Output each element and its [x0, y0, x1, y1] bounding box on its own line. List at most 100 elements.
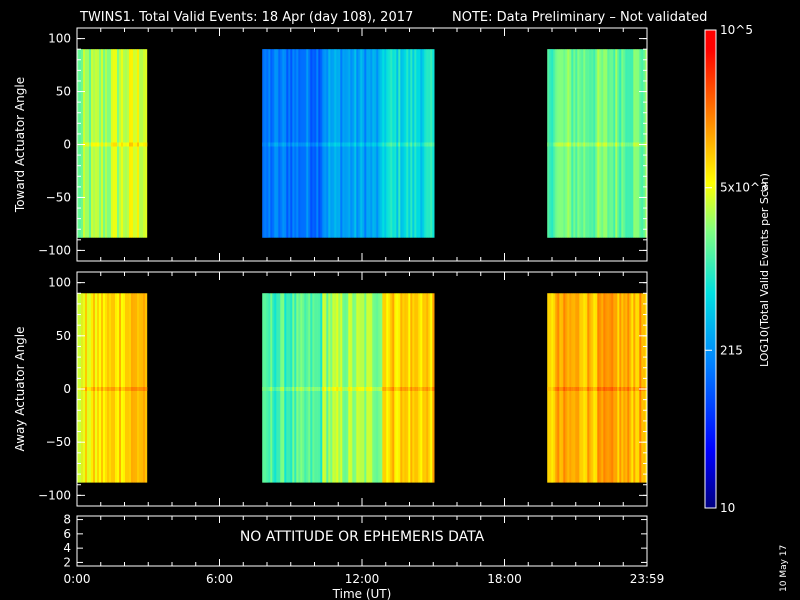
heatmap-midline [430, 387, 433, 391]
heatmap-midline [396, 387, 399, 391]
heatmap-midline [637, 142, 640, 147]
heatmap-midline [356, 142, 359, 147]
heatmap-midline [386, 387, 389, 391]
y-tick-label: 0 [63, 382, 71, 396]
heatmap-midline [426, 142, 429, 147]
heatmap-midline [617, 387, 620, 391]
heatmap-midline [424, 387, 427, 391]
heatmap-midline [410, 387, 413, 391]
heatmap-midline [97, 142, 100, 147]
heatmap-midline [352, 142, 355, 147]
heatmap-midline [336, 142, 339, 147]
heatmap-midline [619, 142, 622, 147]
heatmap-midline [595, 142, 598, 147]
heatmap-midline [312, 142, 315, 147]
heatmap-midline [418, 387, 421, 391]
heatmap-midline [382, 142, 385, 147]
heatmap-midline [617, 142, 620, 147]
heatmap-midline [400, 387, 403, 391]
no-data-message: NO ATTITUDE OR EPHEMERIS DATA [240, 529, 485, 545]
heatmap-midline [268, 387, 271, 391]
heatmap-midline [567, 142, 570, 147]
heatmap-midline [127, 142, 130, 147]
heatmap-midline [587, 142, 590, 147]
heatmap-midline [428, 142, 431, 147]
heatmap-midline [378, 142, 381, 147]
heatmap-midline [296, 142, 299, 147]
y-tick-label: −50 [46, 435, 71, 449]
heatmap-midline [135, 387, 138, 391]
heatmap-midline [400, 142, 403, 147]
heatmap-midline [308, 142, 311, 147]
heatmap-midline [593, 387, 596, 391]
heatmap-midline [426, 387, 429, 391]
heatmap-midline [123, 142, 126, 147]
heatmap-midline [109, 142, 112, 147]
heatmap-midline [296, 387, 299, 391]
heatmap-midline [420, 142, 423, 147]
heatmap-midline [414, 387, 417, 391]
heatmap-midline [615, 387, 618, 391]
heatmap-midline [398, 387, 401, 391]
heatmap-midline [637, 387, 640, 391]
heatmap-midline [105, 142, 108, 147]
heatmap-midline [613, 387, 616, 391]
colorbar: 10^5 5x10^3 215 10 LOG10(Total Valid Events… [704, 23, 771, 515]
heatmap-midline [131, 142, 134, 147]
heatmap-midline [418, 142, 421, 147]
heatmap-midline [380, 387, 383, 391]
heatmap-midline [342, 387, 345, 391]
heatmap-midline [392, 142, 395, 147]
colorbar-tick-label: 5x10^3 [720, 181, 768, 195]
x-axis-label: Time (UT) [332, 587, 392, 600]
heatmap-midline [290, 387, 293, 391]
heatmap-midline [613, 142, 616, 147]
heatmap-midline [404, 142, 407, 147]
heatmap-midline [615, 142, 618, 147]
heatmap-midline [143, 387, 146, 391]
heatmap-midline [288, 387, 291, 391]
heatmap-midline [408, 142, 411, 147]
heatmap-midline [294, 387, 297, 391]
heatmap-midline [575, 142, 578, 147]
heatmap-midline [99, 387, 102, 391]
heatmap-midline [129, 387, 132, 391]
heatmap-midline [93, 387, 96, 391]
heatmap-midline [117, 387, 120, 391]
heatmap-midline [366, 142, 369, 147]
colorbar-tick-label: 10 [720, 501, 735, 515]
heatmap-midline [368, 387, 371, 391]
heatmap-midline [577, 142, 580, 147]
heatmap-midline [284, 387, 287, 391]
heatmap-midline [631, 142, 634, 147]
heatmap-midline [366, 387, 369, 391]
heatmap-midline [304, 142, 307, 147]
y-tick-label: −50 [46, 190, 71, 204]
heatmap-midline [356, 387, 359, 391]
heatmap-midline [332, 387, 335, 391]
heatmap-midline [410, 142, 413, 147]
x-tick-label: 18:00 [487, 572, 522, 586]
heatmap-midline [119, 387, 122, 391]
heatmap-midline [589, 142, 592, 147]
heatmap-midline [336, 387, 339, 391]
heatmap-midline [559, 387, 562, 391]
heatmap-midline [294, 142, 297, 147]
heatmap-midline [404, 387, 407, 391]
heatmap-midline [304, 387, 307, 391]
heatmap-midline [370, 387, 373, 391]
heatmap-midline [292, 142, 295, 147]
heatmap-midline [115, 387, 118, 391]
heatmap-midline [372, 387, 375, 391]
heatmap-midline [286, 142, 289, 147]
y-tick-label: 8 [63, 513, 71, 527]
heatmap-midline [344, 142, 347, 147]
heatmap-midline [93, 142, 96, 147]
heatmap-midline [111, 387, 114, 391]
heatmap-midline [358, 387, 361, 391]
heatmap-midline [121, 387, 124, 391]
heatmap-midline [587, 387, 590, 391]
heatmap-midline [406, 142, 409, 147]
heatmap-midline [581, 142, 584, 147]
heatmap-midline [141, 142, 144, 147]
